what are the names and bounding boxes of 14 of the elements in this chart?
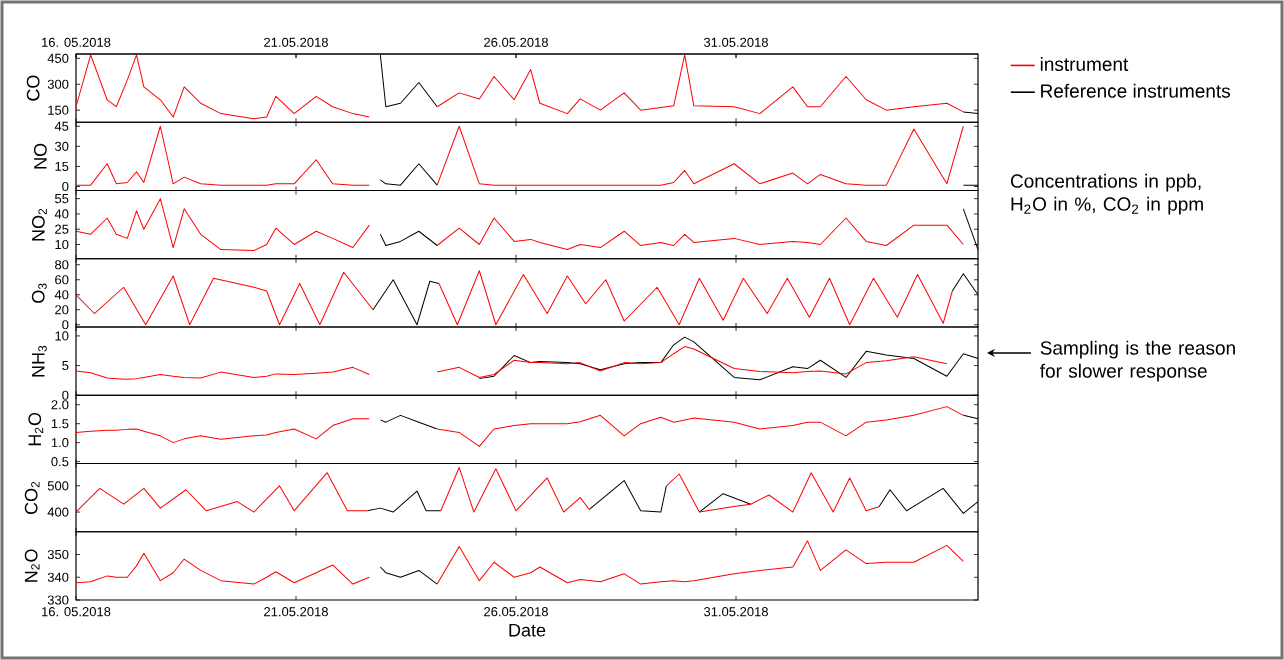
legend-label: Reference instruments [1041, 83, 1230, 98]
text: Concentrations in ppb, H$_{2}$O in %, CO$_{2}$ in ppm [1010, 173, 1203, 215]
text: Sampling is the reason for slower response [1040, 340, 1235, 382]
y-axis-title: NH$_{3}$ [32, 345, 47, 377]
y-axis-title: NO$_{2}$ [31, 208, 47, 241]
line-series [379, 566, 438, 585]
y-axis-title: N$_{2}$O [24, 549, 40, 582]
x-axis-title: Date [509, 624, 546, 637]
y-axis-title: CO [26, 75, 40, 101]
y-axis-title: H$_{2}$O [28, 412, 44, 446]
y-axis-title: O$_{3}$ [31, 283, 47, 303]
y-axis-title: CO$_{2}$ [24, 481, 40, 515]
legend-label: instrument [1040, 57, 1129, 71]
y-axis-title: NO [33, 143, 47, 169]
